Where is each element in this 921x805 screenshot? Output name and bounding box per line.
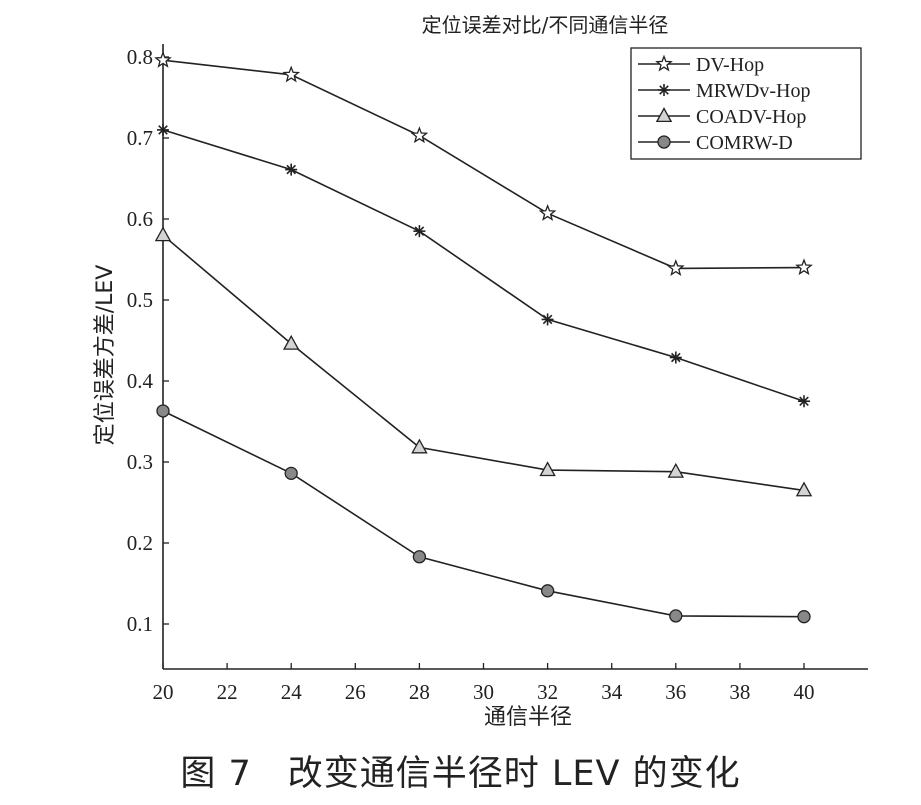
point-mrwdv-hop [285,163,298,176]
point-dv-hop [410,126,429,144]
point-coadv-hop [795,481,813,497]
point-mrwdv-hop [798,395,810,408]
legend-marker [655,107,673,123]
point-coadv-hop [282,334,300,350]
point-mrwdv-hop [669,351,682,364]
x-tick-label: 20 [153,680,174,704]
point-mrwdv-hop [157,123,169,136]
x-tick-label: 26 [345,680,366,704]
legend-label: COADV-Hop [696,106,806,128]
y-tick-label: 0.8 [127,45,153,69]
x-tick-label: 38 [729,680,750,704]
x-tick-label: 24 [281,680,303,704]
y-tick-label: 0.2 [127,531,153,555]
point-coadv-hop [539,461,556,477]
axes: 0.1 0.2 0.3 0.4 0.5 0.6 0.7 0.8 20 22 24 26 28 30 32 34… [127,44,868,704]
legend-marker [657,135,671,149]
point-coadv-hop [667,462,685,478]
legend-marker [655,54,673,72]
point-comrw-d [156,404,170,418]
point-comrw-d [797,610,811,624]
y-axis-label: 定位误差方差/LEV [93,265,118,446]
point-dv-hop [282,65,301,83]
point-dv-hop [666,259,685,276]
point-mrwdv-hop [413,225,426,238]
y-tick-label: 0.6 [127,207,153,231]
x-tick-label: 36 [665,680,686,704]
y-tick-label: 0.1 [127,612,153,636]
point-coadv-hop [154,226,172,242]
y-tick-label: 0.5 [127,288,153,312]
x-tick-label: 22 [217,680,238,704]
legend-label: MRWDv-Hop [696,80,810,102]
y-tick-label: 0.3 [127,450,153,474]
x-tick-label: 32 [537,680,558,704]
x-tick-label: 40 [794,680,815,704]
point-comrw-d [669,609,683,623]
figure-caption: 图 7 改变通信半径时 LEV 的变化 [180,754,741,794]
series-line-mrwdv-hop [162,129,805,403]
legend-marker [658,84,670,96]
point-comrw-d [412,550,427,564]
legend: DV-Hop MRWDv-Hop COADV-Hop COMRW-D [630,47,862,160]
point-comrw-d [284,466,298,480]
point-mrwdv-hop [541,313,554,326]
legend-label: DV-Hop [696,54,764,76]
x-axis-label: 通信半径 [484,705,572,730]
x-tick-label: 28 [409,680,430,704]
x-tick-label: 30 [473,680,494,704]
point-dv-hop [538,204,557,221]
point-dv-hop [795,258,813,276]
chart-title: 定位误差对比/不同通信半径 [422,13,669,37]
series-layer [154,50,813,624]
series-line-comrw-d [162,410,805,618]
series-line-coadv-hop [162,234,805,492]
y-tick-label: 0.4 [127,369,154,393]
line-chart: 定位误差对比/不同通信半径 通信半径 定位误差方差/LEV 0.10.20.30… [93,13,868,730]
series-line-dv-hop [162,59,805,270]
point-dv-hop [154,50,172,68]
point-coadv-hop [411,438,428,454]
y-tick-label: 0.7 [127,126,153,150]
legend-label: COMRW-D [696,132,793,154]
x-tick-label: 34 [601,680,623,704]
point-comrw-d [540,584,555,598]
